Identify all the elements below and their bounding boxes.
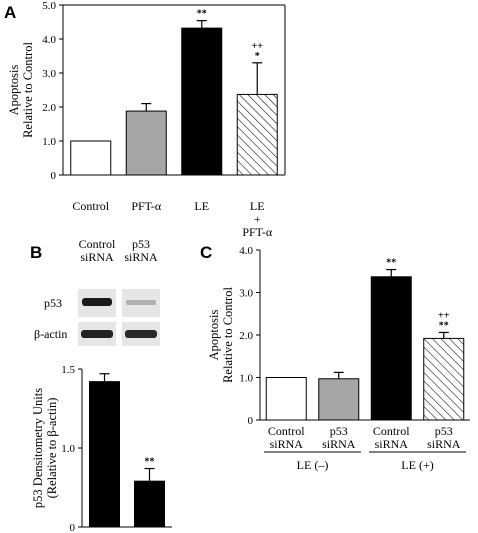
x-category-label-line: siRNA — [375, 437, 409, 451]
x-category-label-line: siRNA — [270, 437, 304, 451]
x-category-label-line: LE — [194, 199, 209, 213]
y-tick-label: 0 — [51, 170, 57, 182]
bar — [265, 377, 307, 421]
y-axis-label-line: p53 Densitometry Units — [31, 388, 45, 508]
x-category-label: p53 siRNA — [322, 424, 356, 451]
panel-b-letter: B — [30, 243, 42, 262]
group-label: LE (–) — [297, 458, 329, 472]
x-category-label: PFT-α — [131, 199, 162, 213]
blot-column-label-line: siRNA — [124, 250, 158, 264]
y-tick-label: 4.0 — [42, 34, 56, 46]
x-category-label-line: p53 — [330, 424, 348, 438]
western-blot — [78, 289, 160, 346]
y-tick-label: 0 — [70, 522, 76, 533]
blot-column-label-line: siRNA — [80, 250, 114, 264]
significance-marker: ++ * — [252, 41, 264, 62]
bar — [423, 337, 465, 421]
significance-line: ** — [386, 258, 396, 269]
bar — [134, 480, 165, 528]
significance-line: * — [255, 51, 260, 62]
x-category-label-line: Control — [268, 424, 305, 438]
blot-row-label: p53 — [44, 296, 62, 310]
y-axis-label: ApoptosisRelative to Control — [207, 287, 235, 383]
y-tick-label: 3.0 — [42, 68, 56, 80]
significance-marker: ** — [386, 258, 396, 269]
blot-column-label-line: p53 — [132, 237, 150, 251]
y-axis-label-line: Apoptosis — [7, 65, 21, 116]
significance-line: ++ — [252, 41, 264, 52]
significance-marker: ++ ** — [438, 310, 450, 331]
blot-actin-band-p53 — [125, 330, 157, 338]
y-axis-label-line: (Relative to β-actin) — [45, 398, 59, 499]
panel-c-letter: C — [200, 243, 212, 262]
y-axis-label-line: Relative to Control — [221, 287, 235, 383]
x-category-label: LE — [194, 199, 209, 213]
x-category-label: p53 siRNA — [427, 424, 461, 451]
y-tick-label: 2.0 — [42, 102, 56, 114]
bar — [370, 276, 412, 421]
y-axis-label-line: Relative to Control — [21, 42, 35, 138]
y-axis-label: p53 Densitometry Units(Relative to β-act… — [31, 388, 59, 508]
bar — [236, 93, 278, 176]
blot-p53-band-control — [82, 298, 112, 306]
x-category-label-line: PFT-α — [242, 225, 273, 239]
blot-column-label: Control siRNA — [79, 237, 116, 264]
panel-a-chart: 0 1.0 2.0 3.0 4.0 5.0 ApoptosisRelative to Con… — [7, 0, 286, 239]
y-tick-label: 3.0 — [239, 288, 253, 300]
x-category-label-line: + — [254, 212, 261, 226]
blot-row-label: β-actin — [34, 327, 67, 341]
blot-column-label: p53 siRNA — [124, 237, 158, 264]
x-category-label-line: p53 — [435, 424, 453, 438]
y-tick-label: 2.0 — [239, 330, 253, 342]
bar — [181, 27, 223, 176]
significance-line: ** — [439, 320, 449, 331]
x-category-label-line: PFT-α — [131, 199, 162, 213]
blot-actin-band-control — [81, 330, 113, 338]
x-category-label-line: siRNA — [427, 437, 461, 451]
significance-line: ** — [145, 457, 155, 468]
significance-line: ** — [197, 9, 207, 20]
panel-a-letter: A — [4, 3, 16, 22]
significance-marker: ** — [197, 9, 207, 20]
x-category-label-line: LE — [250, 199, 265, 213]
x-category-label-line: Control — [72, 199, 109, 213]
y-tick-label: 1.0 — [239, 373, 253, 385]
bar — [125, 110, 167, 176]
x-category-label: Control siRNA — [268, 424, 305, 451]
significance-marker: ** — [145, 457, 155, 468]
x-category-label: LE + PFT-α — [242, 199, 273, 239]
y-tick-label: 1.0 — [61, 443, 75, 455]
blot-column-label-line: Control — [79, 237, 116, 251]
significance-line: ++ — [438, 310, 450, 321]
group-label: LE (+) — [401, 458, 433, 472]
y-axis-label-line: Apoptosis — [207, 310, 221, 361]
y-tick-label: 4.0 — [239, 245, 253, 257]
y-tick-label: 5.0 — [42, 0, 56, 12]
blot-p53-band-p53 — [126, 300, 156, 305]
x-category-label-line: siRNA — [322, 437, 356, 451]
bar — [318, 378, 360, 421]
x-category-label: Control siRNA — [373, 424, 410, 451]
y-tick-label: 0 — [248, 415, 254, 427]
y-axis-label: ApoptosisRelative to Control — [7, 42, 35, 138]
y-tick-label: 1.0 — [42, 136, 56, 148]
y-tick-label: 1.5 — [61, 364, 75, 376]
bar — [70, 140, 112, 176]
panel-c-chart: 0 1.0 2.0 3.0 4.0 ApoptosisRelative to Contro… — [207, 245, 470, 472]
bar — [89, 381, 120, 528]
x-category-label: Control — [72, 199, 109, 213]
x-category-label-line: Control — [373, 424, 410, 438]
